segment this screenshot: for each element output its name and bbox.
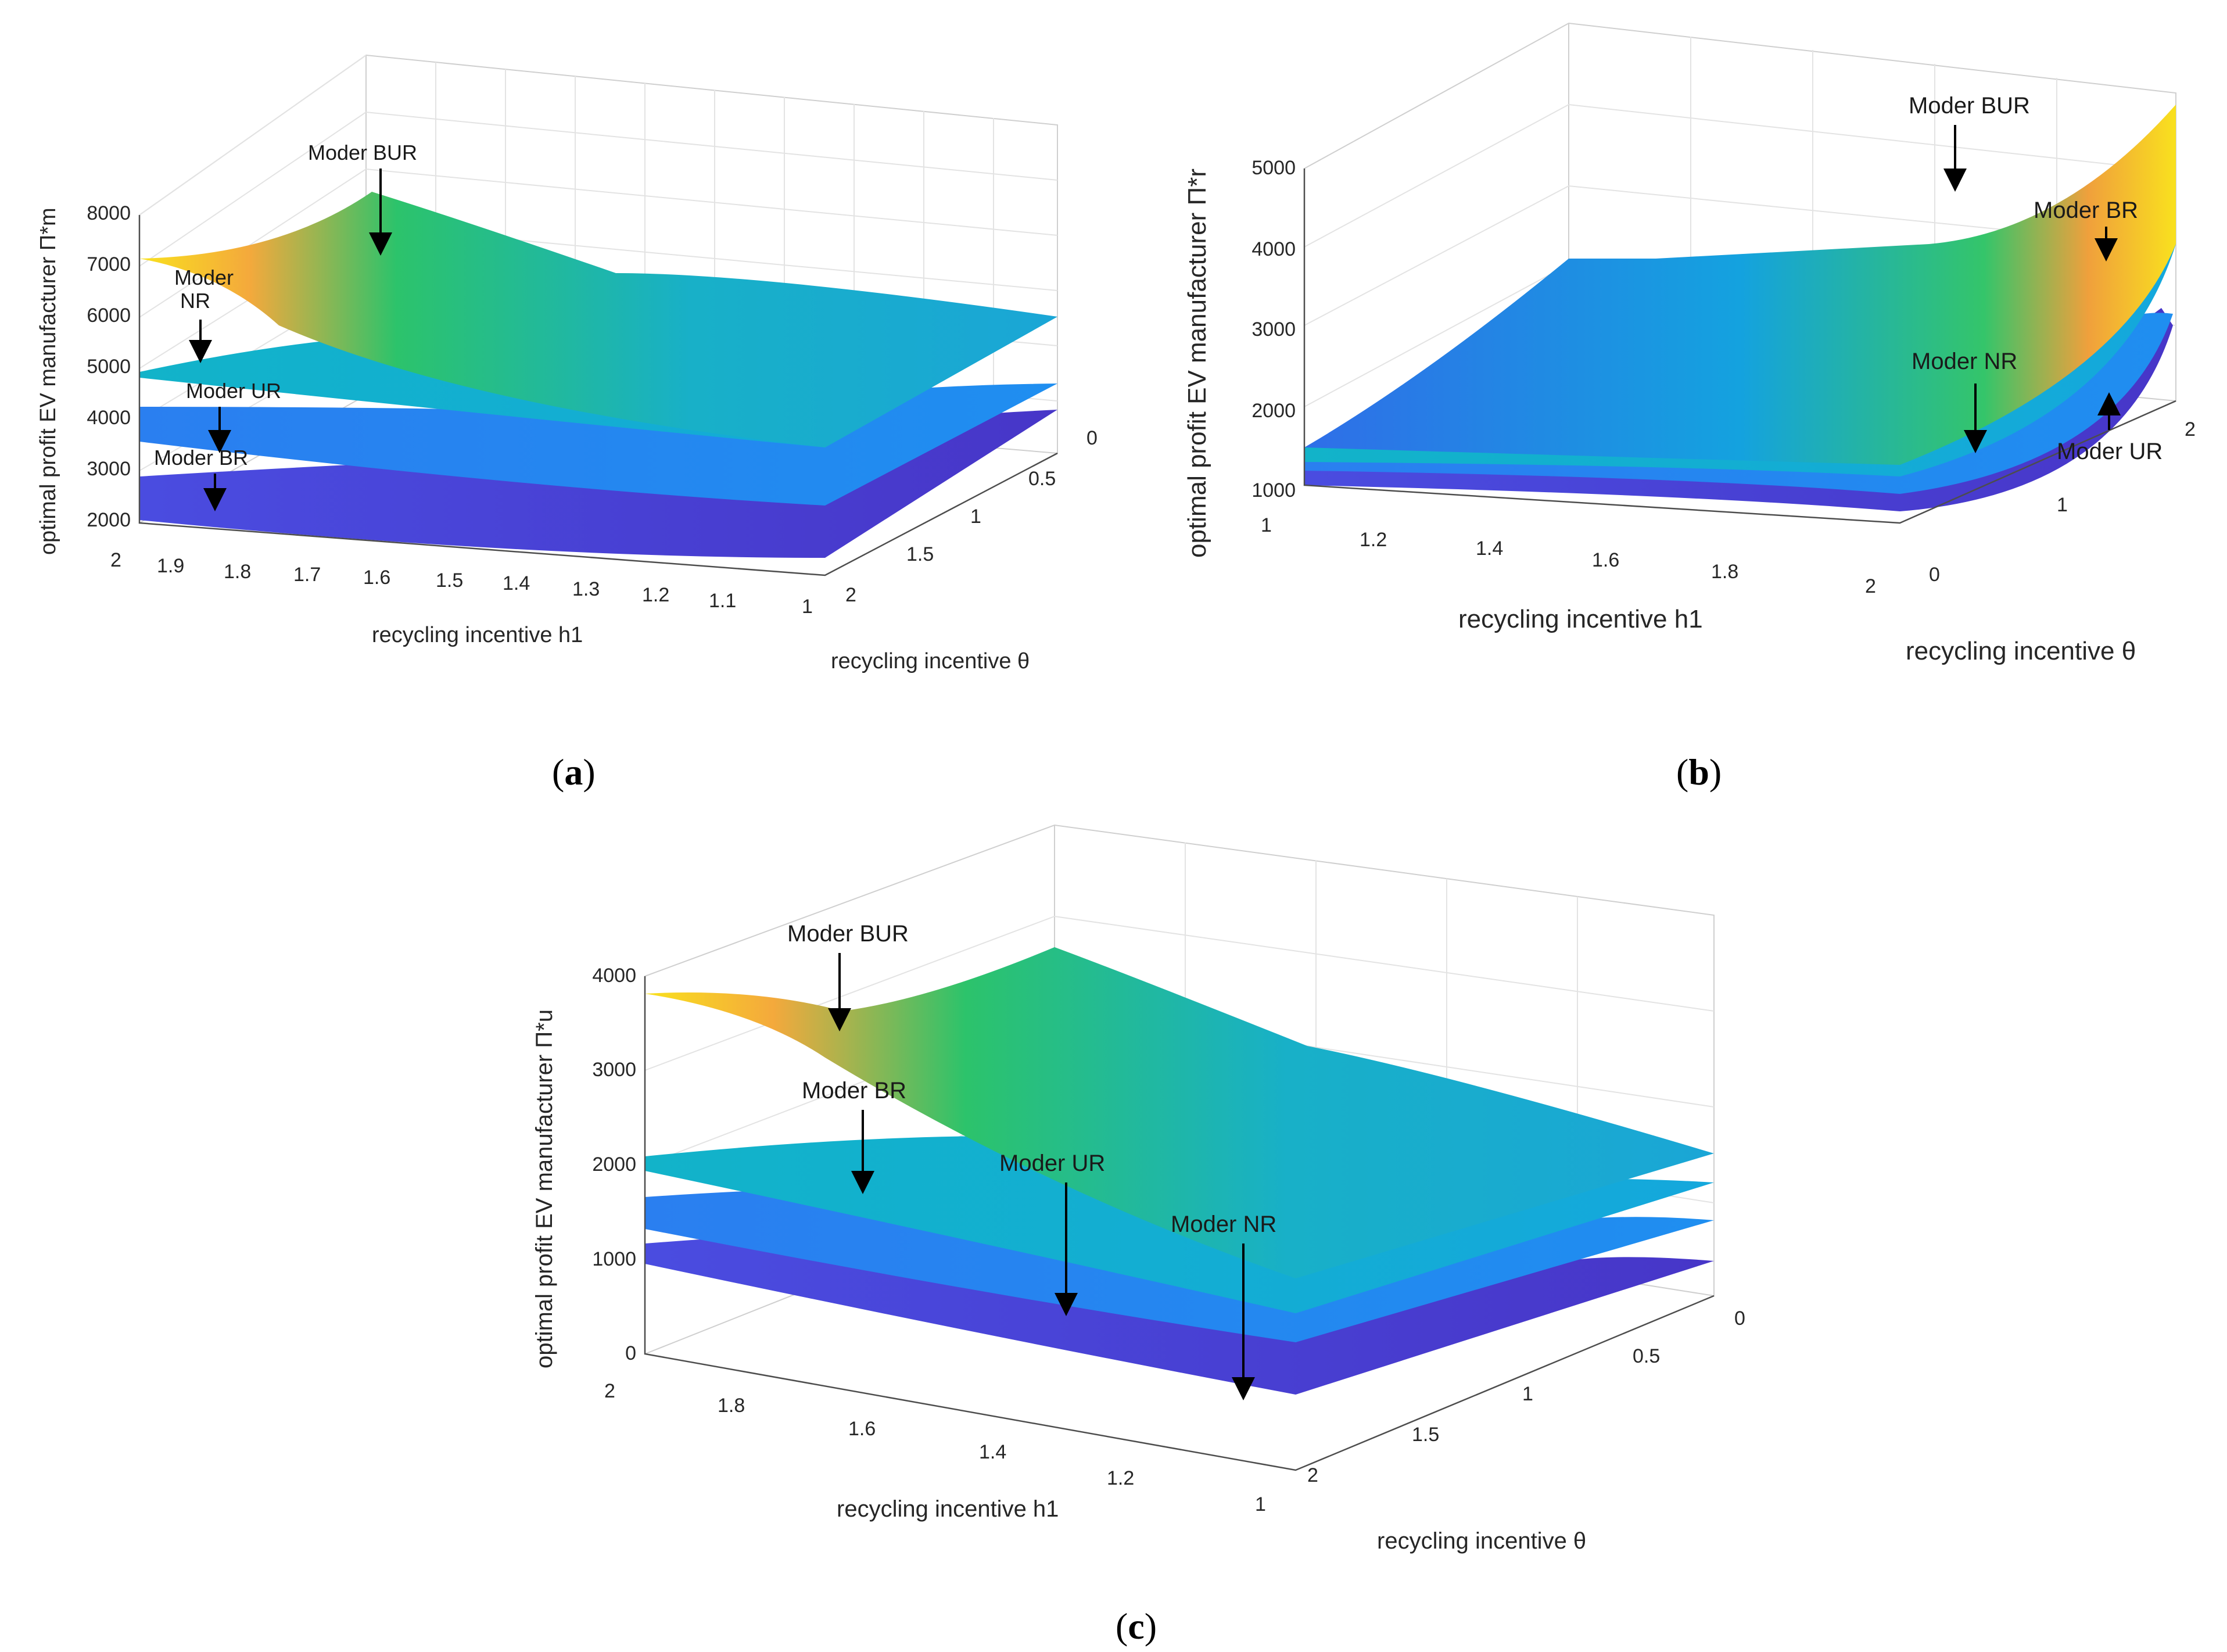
panel-c-z-tick: 1000	[592, 1248, 636, 1270]
panel-c-y-tick: 0	[1734, 1307, 1745, 1330]
panel-a-y-tick: 1.5	[906, 543, 934, 565]
panel-b: 5000 4000 3000 2000 1000 1 1.2 1.4 1.6 1…	[1183, 22, 2196, 793]
panel-a-surface-bur	[139, 192, 1057, 447]
panel-b-z-tick: 2000	[1251, 400, 1296, 422]
panel-c-x-tick: 2	[604, 1380, 615, 1402]
panel-c-x-tick: 1.2	[1107, 1467, 1134, 1489]
panel-c-z-tick: 4000	[592, 965, 636, 987]
panel-b-z-tick: 5000	[1251, 157, 1296, 179]
panel-a-z-label: optimal profit EV manufacturer Π*m	[36, 207, 60, 555]
panel-b-x-ticks: 1 1.2 1.4 1.6 1.8 2	[1261, 514, 1876, 597]
panel-b-annotation-ur: Moder UR	[2057, 439, 2163, 464]
panel-c: 4000 3000 2000 1000 0 2 1.8 1.6 1.4 1.2 …	[532, 824, 1745, 1647]
panel-b-z-label: optimal profit EV manufacturer Π*r	[1183, 169, 1211, 558]
panel-a-x-tick: 1.1	[709, 590, 736, 612]
panel-b-annotation-br: Moder BR	[2034, 198, 2138, 223]
panel-c-x-tick: 1.6	[848, 1418, 876, 1440]
panel-b-x-tick: 2	[1865, 575, 1876, 597]
panel-c-annotation-ur: Moder UR	[999, 1151, 1105, 1176]
panel-b-y-ticks: 0 1 2	[1929, 418, 2196, 586]
panel-a-y-ticks: 0 0.5 1 1.5 2	[845, 427, 1098, 606]
panel-c-z-ticks: 4000 3000 2000 1000 0	[592, 965, 636, 1364]
panel-b-x-label: recycling incentive h1	[1458, 605, 1703, 633]
panel-c-x-tick: 1.8	[718, 1395, 745, 1417]
panel-a-x-tick: 1.5	[436, 569, 463, 592]
panel-a-y-label: recycling incentive θ	[831, 649, 1030, 673]
panel-c-x-tick: 1.4	[979, 1441, 1006, 1463]
panel-c-surface-bur	[645, 947, 1714, 1278]
panel-c-y-tick: 2	[1307, 1464, 1318, 1486]
panel-b-y-tick: 1	[2057, 494, 2068, 516]
panel-a-x-tick: 1.6	[363, 567, 390, 589]
panel-a-x-tick: 1.9	[157, 555, 184, 577]
panel-b-z-tick: 4000	[1251, 238, 1296, 260]
panel-a-z-tick: 3000	[87, 458, 131, 480]
panel-c-y-label: recycling incentive θ	[1377, 1528, 1586, 1554]
panel-b-x-tick: 1.6	[1592, 549, 1619, 571]
panel-c-z-tick: 3000	[592, 1059, 636, 1081]
panel-a: 8000 7000 6000 5000 4000 3000 2000 2 1.9…	[36, 54, 1098, 793]
panel-c-x-tick: 1	[1255, 1493, 1266, 1515]
panel-a-annotation-nr-1: Moder	[174, 266, 234, 289]
panel-a-annotation-bur: Moder BUR	[308, 141, 417, 164]
panel-c-y-tick: 1	[1522, 1383, 1533, 1405]
panel-a-z-ticks: 8000 7000 6000 5000 4000 3000 2000	[87, 202, 131, 531]
panel-a-caption: (a)	[552, 751, 596, 793]
panel-b-x-tick: 1.8	[1711, 561, 1738, 583]
panel-b-y-tick: 2	[2185, 418, 2196, 440]
panel-a-z-tick: 6000	[87, 304, 131, 327]
panel-a-y-tick: 1	[970, 506, 981, 528]
panel-a-y-tick: 0	[1086, 427, 1098, 449]
panel-a-z-tick: 2000	[87, 509, 131, 531]
panel-c-y-ticks: 0 0.5 1 1.5 2	[1307, 1307, 1745, 1486]
panel-a-x-tick: 1	[802, 596, 813, 618]
panel-a-z-tick: 5000	[87, 356, 131, 378]
panel-c-y-tick: 0.5	[1633, 1345, 1660, 1367]
panel-a-x-tick: 1.4	[503, 572, 530, 594]
panel-a-x-tick: 1.8	[224, 561, 251, 583]
panel-c-annotation-bur: Moder BUR	[787, 921, 909, 947]
panel-c-z-tick: 0	[625, 1342, 636, 1364]
panel-b-x-tick: 1.4	[1476, 537, 1503, 560]
panel-a-x-ticks: 2 1.9 1.8 1.7 1.6 1.5 1.4 1.3 1.2 1.1 1	[110, 549, 813, 618]
panel-c-y-tick: 1.5	[1412, 1424, 1439, 1446]
panel-a-z-tick: 4000	[87, 407, 131, 429]
panel-a-x-tick: 1.7	[293, 564, 321, 586]
panel-a-y-tick: 2	[845, 584, 856, 606]
panel-b-z-tick: 1000	[1251, 479, 1296, 501]
panel-b-x-tick: 1	[1261, 514, 1272, 536]
panel-a-annotation-ur: Moder UR	[186, 379, 281, 403]
panel-a-annotation-br: Moder BR	[154, 446, 248, 470]
panel-b-annotation-nr: Moder NR	[1912, 349, 2017, 374]
panel-b-surface-bur	[1304, 105, 2176, 465]
panel-c-annotation-br: Moder BR	[802, 1078, 906, 1103]
panel-a-y-tick: 0.5	[1028, 468, 1056, 490]
panel-c-x-ticks: 2 1.8 1.6 1.4 1.2 1	[604, 1380, 1266, 1515]
panel-c-annotation-nr: Moder NR	[1171, 1212, 1276, 1237]
panel-b-y-label: recycling incentive θ	[1906, 637, 2136, 665]
panel-a-x-tick: 2	[110, 549, 121, 571]
panel-a-z-tick: 7000	[87, 253, 131, 275]
panel-a-x-tick: 1.2	[642, 584, 669, 606]
panel-c-z-label: optimal profit EV manufacturer Π*u	[532, 1009, 557, 1368]
panel-c-x-label: recycling incentive h1	[837, 1496, 1059, 1522]
panel-a-x-label: recycling incentive h1	[372, 623, 583, 647]
panel-b-annotation-bur: Moder BUR	[1909, 93, 2030, 119]
panel-a-z-tick: 8000	[87, 202, 131, 224]
panel-c-z-tick: 2000	[592, 1153, 636, 1176]
panel-b-x-tick: 1.2	[1360, 529, 1387, 551]
panel-a-x-tick: 1.3	[572, 578, 600, 600]
panel-b-caption: (b)	[1676, 751, 1722, 793]
panel-a-annotation-nr-2: NR	[180, 289, 210, 313]
panel-b-y-tick: 0	[1929, 564, 1940, 586]
panel-b-z-tick: 3000	[1251, 318, 1296, 341]
panel-b-z-ticks: 5000 4000 3000 2000 1000	[1251, 157, 1296, 501]
panel-c-caption: (c)	[1116, 1606, 1157, 1647]
